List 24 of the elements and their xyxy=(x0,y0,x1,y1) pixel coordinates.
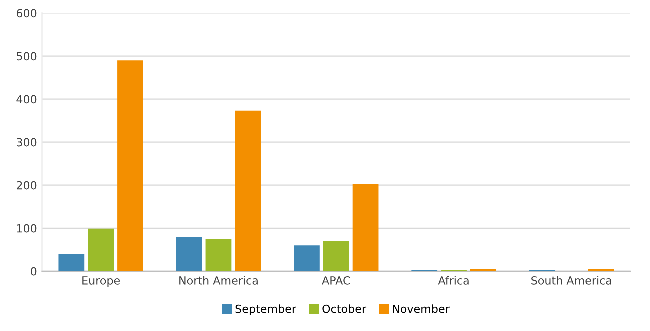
bar xyxy=(235,110,262,272)
legend-label: September xyxy=(236,304,296,316)
bar xyxy=(294,246,320,272)
bar xyxy=(118,60,144,272)
x-tick-label: Europe xyxy=(82,276,120,288)
y-tick-label: 200 xyxy=(16,181,37,190)
x-tick-label: Africa xyxy=(438,276,469,285)
bar xyxy=(206,239,232,272)
y-tick-label: 400 xyxy=(16,95,37,104)
x-tick-label: South America xyxy=(532,276,612,285)
y-tick-label: 500 xyxy=(17,52,37,61)
legend-label: November xyxy=(393,304,450,314)
y-tick-label: 300 xyxy=(17,138,37,147)
y-tick-label: 100 xyxy=(17,224,37,233)
x-tick-label: North America xyxy=(180,276,258,285)
bar xyxy=(176,237,202,272)
legend-label: October xyxy=(322,304,367,314)
x-tick-label: APAC xyxy=(322,276,350,285)
bar xyxy=(88,228,114,272)
bar xyxy=(352,184,379,272)
bar xyxy=(58,254,85,272)
y-tick-label: 0 xyxy=(31,267,37,276)
bar xyxy=(323,241,350,272)
y-tick-label: 600 xyxy=(16,9,37,18)
